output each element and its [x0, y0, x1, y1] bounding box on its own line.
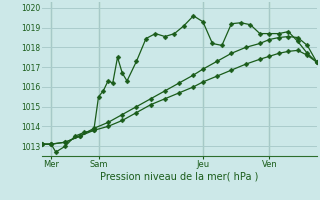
- X-axis label: Pression niveau de la mer( hPa ): Pression niveau de la mer( hPa ): [100, 172, 258, 182]
